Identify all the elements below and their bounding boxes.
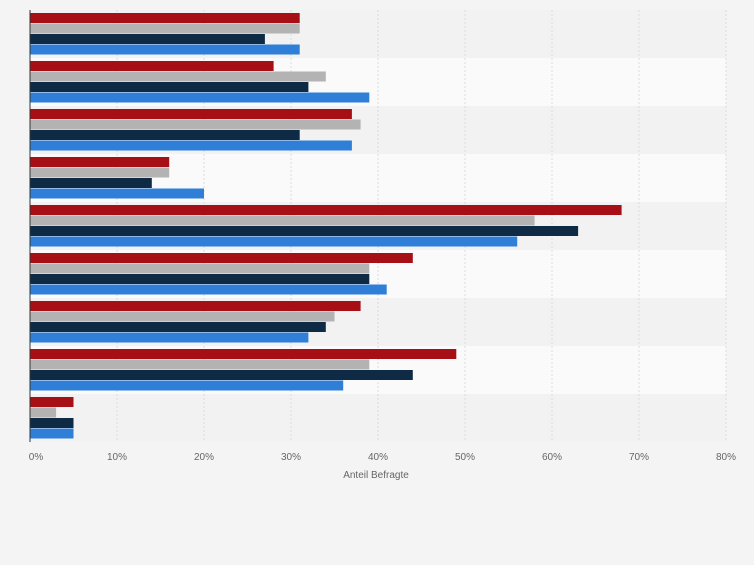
bar-cat5-series2[interactable] — [30, 215, 535, 226]
bar-cat2-series2[interactable] — [30, 71, 326, 82]
bar-cat5-series1[interactable] — [30, 205, 622, 215]
bar-cat5-series4[interactable] — [30, 236, 518, 247]
bar-cat6-series2[interactable] — [30, 263, 370, 274]
bar-cat2-series4[interactable] — [30, 92, 370, 103]
x-tick-label-4: 40% — [368, 452, 388, 463]
bar-cat1-series2[interactable] — [30, 23, 300, 34]
bar-cat9-series2[interactable] — [30, 407, 57, 418]
bar-cat8-series3[interactable] — [30, 370, 413, 380]
bar-cat4-series3[interactable] — [30, 178, 152, 188]
bar-cat7-series2[interactable] — [30, 311, 335, 322]
x-tick-label-2: 20% — [194, 452, 214, 463]
bar-cat1-series4[interactable] — [30, 44, 300, 55]
bar-cat7-series3[interactable] — [30, 322, 326, 332]
bar-cat1-series3[interactable] — [30, 34, 265, 44]
bar-cat9-series4[interactable] — [30, 428, 74, 439]
bar-cat4-series1[interactable] — [30, 157, 170, 167]
bar-cat3-series3[interactable] — [30, 130, 300, 140]
bar-cat7-series4[interactable] — [30, 332, 309, 343]
bar-cat4-series4[interactable] — [30, 188, 204, 199]
x-tick-label-7: 70% — [629, 452, 649, 463]
bar-cat6-series1[interactable] — [30, 253, 413, 263]
bar-series — [30, 13, 622, 439]
bar-cat8-series4[interactable] — [30, 380, 344, 391]
bar-cat8-series2[interactable] — [30, 359, 370, 370]
bar-cat7-series1[interactable] — [30, 301, 361, 311]
bar-cat2-series3[interactable] — [30, 82, 309, 92]
x-axis-ticks: 0% 10% 20% 30% 40% 50% 60% 70% 80% — [29, 452, 736, 463]
x-tick-label-0: 0% — [29, 452, 44, 463]
bar-cat3-series2[interactable] — [30, 119, 361, 130]
bar-cat3-series4[interactable] — [30, 140, 352, 151]
bar-cat6-series3[interactable] — [30, 274, 370, 284]
x-tick-label-3: 30% — [281, 452, 301, 463]
bar-cat1-series1[interactable] — [30, 13, 300, 23]
x-tick-label-6: 60% — [542, 452, 562, 463]
x-tick-label-5: 50% — [455, 452, 475, 463]
x-tick-label-8: 80% — [716, 452, 736, 463]
bar-cat4-series2[interactable] — [30, 167, 170, 178]
x-tick-label-1: 10% — [107, 452, 127, 463]
bar-cat2-series1[interactable] — [30, 61, 274, 71]
bar-cat9-series3[interactable] — [30, 418, 74, 428]
bar-cat5-series3[interactable] — [30, 226, 579, 236]
bar-cat8-series1[interactable] — [30, 349, 457, 359]
bar-cat9-series1[interactable] — [30, 397, 74, 407]
x-axis-label: Anteil Befragte — [343, 470, 409, 481]
bar-cat3-series1[interactable] — [30, 109, 352, 119]
bar-cat6-series4[interactable] — [30, 284, 387, 295]
